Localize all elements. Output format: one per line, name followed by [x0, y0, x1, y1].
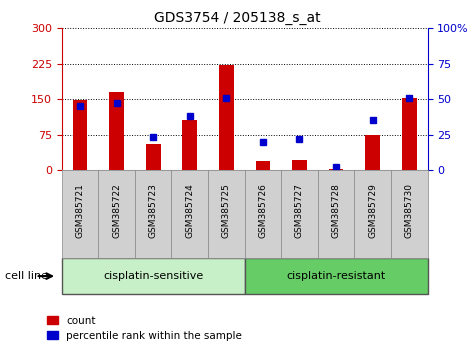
Text: cell line: cell line: [5, 271, 48, 281]
Text: GSM385730: GSM385730: [405, 183, 414, 238]
Text: GSM385729: GSM385729: [368, 183, 377, 238]
Text: GDS3754 / 205138_s_at: GDS3754 / 205138_s_at: [154, 11, 321, 25]
Bar: [292, 160, 307, 170]
Bar: [402, 98, 417, 170]
Bar: [365, 135, 380, 170]
Bar: [109, 92, 124, 170]
Text: GSM385724: GSM385724: [185, 183, 194, 238]
Bar: [146, 144, 161, 170]
Bar: [256, 161, 270, 170]
Bar: [182, 120, 197, 170]
Bar: [73, 100, 87, 170]
Text: GSM385722: GSM385722: [112, 183, 121, 238]
Text: cisplatin-resistant: cisplatin-resistant: [286, 271, 386, 281]
Text: cisplatin-sensitive: cisplatin-sensitive: [103, 271, 203, 281]
Text: GSM385727: GSM385727: [295, 183, 304, 238]
Bar: [219, 65, 234, 170]
Text: GSM385728: GSM385728: [332, 183, 341, 238]
Text: GSM385721: GSM385721: [76, 183, 85, 238]
Text: GSM385725: GSM385725: [222, 183, 231, 238]
Text: GSM385726: GSM385726: [258, 183, 267, 238]
Bar: [329, 169, 343, 170]
Legend: count, percentile rank within the sample: count, percentile rank within the sample: [43, 312, 246, 345]
Text: GSM385723: GSM385723: [149, 183, 158, 238]
